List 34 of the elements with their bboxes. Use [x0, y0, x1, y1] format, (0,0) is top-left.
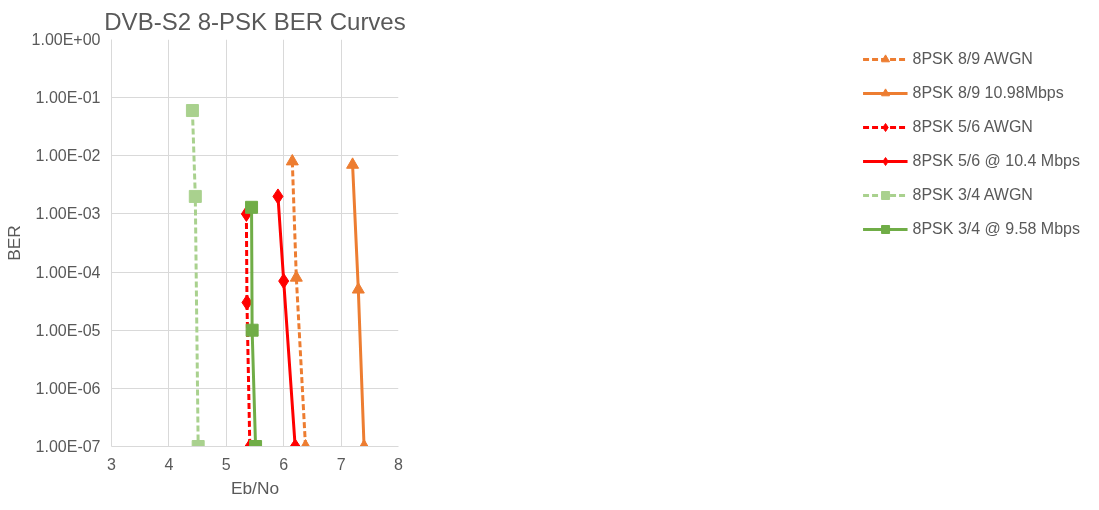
- point: [188, 189, 202, 203]
- point: [185, 104, 199, 118]
- y-tick-label: 1.00E-02: [35, 147, 101, 165]
- y-tick-label: 1.00E-07: [35, 438, 101, 455]
- x-tick-label: 4: [164, 455, 174, 473]
- legend-label: 8PSK 3/4 @ 9.58 Mbps: [912, 220, 1080, 238]
- y-tick-label: 1.00E-06: [35, 379, 101, 397]
- point: [289, 270, 303, 282]
- x-tick-label: 3: [107, 455, 117, 473]
- y-tick-label: 1.00E-05: [35, 321, 101, 339]
- legend-label: 8PSK 5/6 @ 10.4 Mbps: [912, 152, 1080, 170]
- y-tick-label: 1.00E+00: [31, 31, 101, 48]
- point: [351, 282, 365, 294]
- x-tick-label: 6: [279, 455, 289, 473]
- x-axis-title: Eb/No: [230, 477, 280, 498]
- y-axis-title: BER: [3, 225, 24, 261]
- y-tick-label: 1.00E-01: [35, 89, 101, 107]
- point: [245, 323, 259, 337]
- point: [278, 273, 290, 290]
- x-tick-label: 8: [394, 455, 404, 473]
- x-tick-label: 7: [336, 455, 346, 473]
- point: [285, 153, 299, 166]
- point: [245, 200, 259, 214]
- x-tick-label: 5: [221, 455, 231, 473]
- legend-label: 8PSK 3/4 AWGN: [912, 186, 1033, 204]
- y-tick-label: 1.00E-03: [35, 205, 101, 223]
- legend-label: 8PSK 8/9 AWGN: [912, 50, 1033, 68]
- point: [346, 157, 360, 169]
- chart-title: DVB-S2 8-PSK BER Curves: [104, 7, 406, 35]
- legend-label: 8PSK 8/9 10.98Mbps: [912, 84, 1064, 102]
- y-tick-label: 1.00E-04: [35, 263, 101, 281]
- point: [241, 294, 253, 311]
- point: [272, 188, 284, 205]
- legend-label: 8PSK 5/6 AWGN: [912, 118, 1033, 136]
